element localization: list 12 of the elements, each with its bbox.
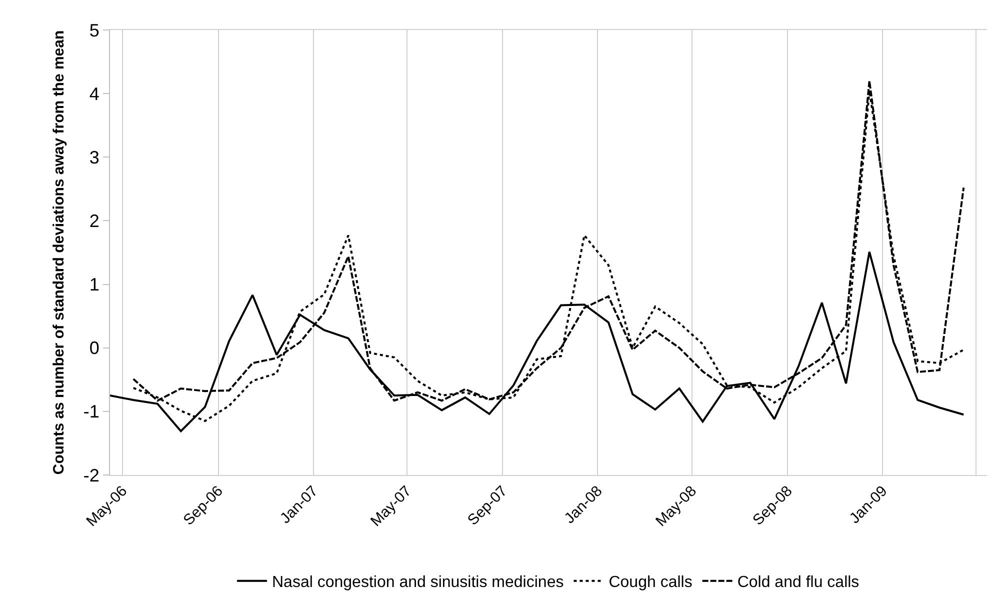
y-tick-label: 2 [89, 211, 100, 232]
y-tick-label: 4 [89, 84, 100, 104]
y-tick-label: -1 [83, 402, 100, 422]
y-tick-label: 1 [89, 274, 100, 295]
y-tick-label: 5 [89, 20, 100, 40]
legend-label: Cough calls [608, 574, 692, 592]
y-tick-label: -2 [83, 465, 100, 486]
y-axis-title: Counts as number of standard deviations away from the mean [50, 30, 68, 475]
legend-label: Cold and flu calls [737, 574, 860, 592]
y-tick-label: 0 [89, 338, 100, 358]
y-tick-label: 3 [89, 147, 100, 168]
legend-label: Nasal congestion and sinusitis medicines [272, 574, 564, 592]
